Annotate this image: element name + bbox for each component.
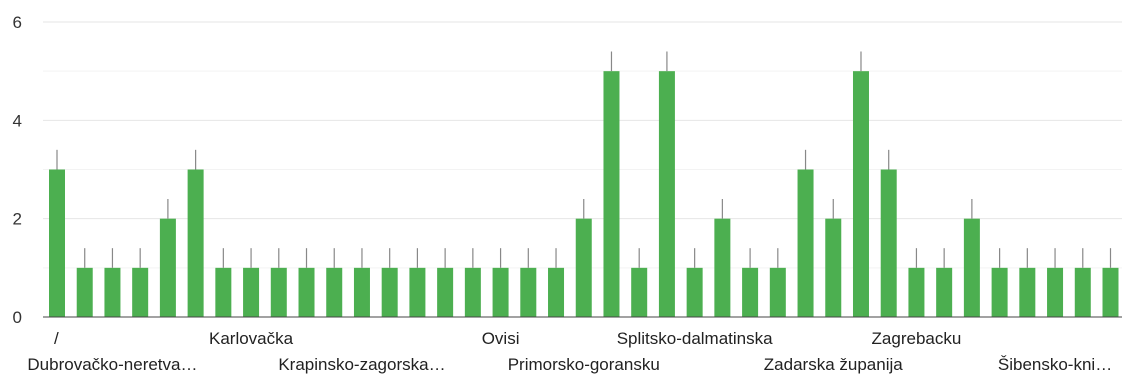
bar — [797, 169, 814, 317]
x-tick-label: Krapinsko-zagorska… — [278, 355, 445, 374]
bar — [825, 218, 842, 317]
bar — [1019, 267, 1036, 317]
bar — [880, 169, 897, 317]
bar — [132, 267, 149, 317]
bars — [49, 71, 1119, 318]
bar — [159, 218, 176, 317]
x-tick-label: Karlovačka — [209, 329, 294, 348]
x-tick-label: Šibensko-kni… — [998, 355, 1112, 374]
bar — [215, 267, 232, 317]
x-tick-label: Ovisi — [482, 329, 520, 348]
bar — [437, 267, 454, 317]
bar — [381, 267, 398, 317]
bar — [852, 71, 869, 318]
bar — [991, 267, 1008, 317]
bar — [1074, 267, 1091, 317]
bar — [1047, 267, 1064, 317]
x-tick-label: Zadarska županija — [764, 355, 903, 374]
bar — [603, 71, 620, 318]
x-tick-label: Dubrovačko-neretva… — [27, 355, 197, 374]
error-bars — [56, 51, 1112, 268]
bar — [631, 267, 648, 317]
bar — [714, 218, 731, 317]
bar — [243, 267, 260, 317]
bar — [936, 267, 953, 317]
y-tick-label: 4 — [13, 111, 22, 130]
bar — [769, 267, 786, 317]
bar — [742, 267, 759, 317]
bar — [963, 218, 980, 317]
x-tick-label: Zagrebacku — [872, 329, 962, 348]
x-tick-label: Splitsko-dalmatinska — [617, 329, 773, 348]
bar — [492, 267, 509, 317]
bar — [658, 71, 675, 318]
y-axis-ticks: 0 2 4 6 — [13, 13, 22, 327]
bar — [104, 267, 121, 317]
bar — [298, 267, 315, 317]
bar — [464, 267, 481, 317]
bar — [1102, 267, 1119, 317]
bar — [353, 267, 370, 317]
bar — [76, 267, 93, 317]
bar — [575, 218, 592, 317]
bar — [187, 169, 204, 317]
bar — [520, 267, 537, 317]
bar — [326, 267, 343, 317]
x-tick-label: Primorsko-goransku — [508, 355, 660, 374]
y-tick-label: 0 — [13, 308, 22, 327]
bar — [548, 267, 565, 317]
y-tick-label: 6 — [13, 13, 22, 32]
bar — [409, 267, 426, 317]
x-tick-label: / — [54, 329, 59, 348]
bar — [686, 267, 703, 317]
y-tick-label: 2 — [13, 210, 22, 229]
x-axis-labels: / Dubrovačko-neretva… Karlovačka Krapinsko-… — [27, 329, 1112, 374]
bar — [49, 169, 65, 317]
bar — [270, 267, 287, 317]
bar — [908, 267, 925, 317]
